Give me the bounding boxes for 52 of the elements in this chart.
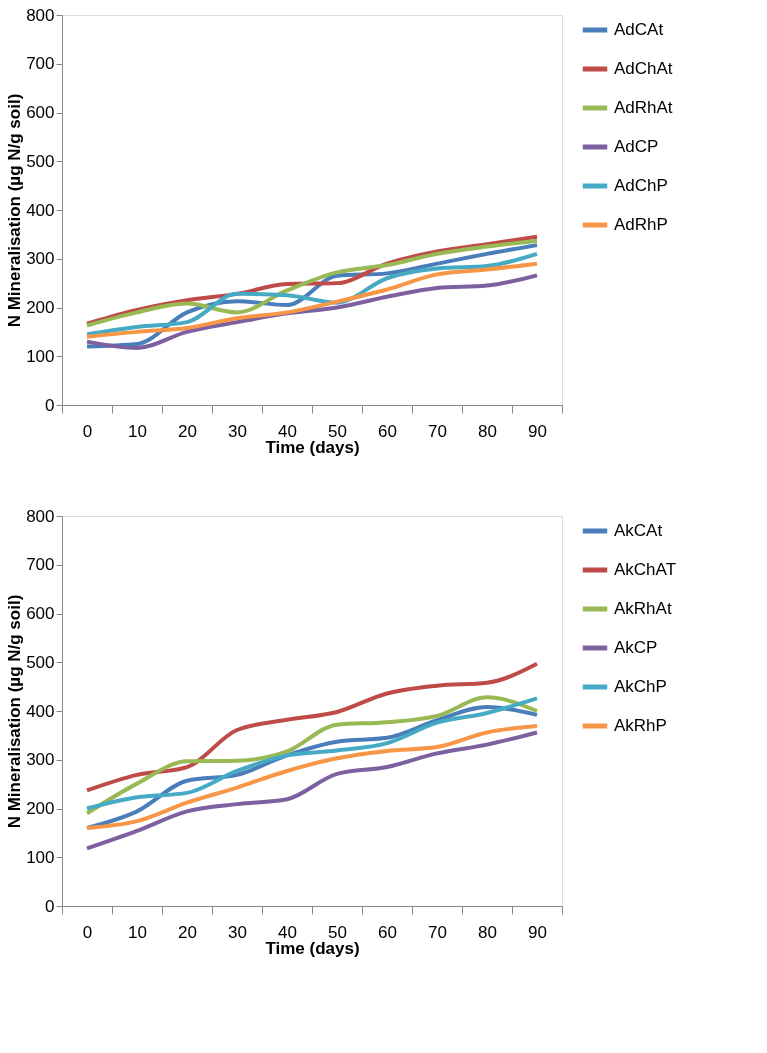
line-series [85,273,539,350]
y-tick-label: 700 [26,54,55,74]
y-tick-label: 100 [26,847,55,867]
x-tick-label: 20 [178,421,197,441]
y-tick-label: 800 [26,506,55,526]
x-tick-label: 80 [478,922,497,942]
legend-label: AdCP [614,137,659,156]
line-series [85,730,539,851]
x-tick-label: 0 [82,421,93,441]
line-series [85,661,539,793]
y-tick-label: 0 [45,896,55,916]
y-axis-title: N Mineralisation (µg N/g soil) [5,93,25,328]
y-tick-label: 700 [26,555,55,575]
y-tick-label: 0 [45,395,55,415]
legend-label: AkRhP [614,716,667,735]
x-tick-label: 10 [128,922,147,942]
x-tick-label: 90 [528,922,547,942]
legend-label: AdRhAt [614,98,673,117]
legend-label: AkRhAt [614,599,672,618]
legend-label: AkChP [614,677,667,696]
legend-label: AdCAt [614,20,664,39]
legend-label: AkChAT [614,560,677,579]
y-tick-label: 600 [26,604,55,623]
y-tick-label: 400 [26,701,55,721]
legend-label: AdChP [614,176,668,195]
x-tick-label: 90 [528,421,547,441]
legend-label: AkCP [614,638,658,657]
x-tick-label: 10 [128,421,147,441]
y-tick-label: 500 [26,151,55,171]
legend-label: AdRhP [614,215,668,234]
y-tick-label: 600 [26,103,55,122]
x-tick-label: 70 [428,421,447,441]
y-tick-label: 300 [26,750,55,770]
x-tick-label: 60 [378,421,397,441]
y-tick-label: 500 [26,652,55,672]
y-tick-label: 400 [26,200,55,220]
line-series [85,724,539,830]
legend-label: AdChAt [614,59,673,78]
y-tick-label: 300 [26,249,55,269]
y-tick-label: 100 [26,346,55,366]
legend-label: AkCAt [614,521,663,540]
x-tick-label: 70 [428,922,447,942]
x-tick-label: 20 [178,922,197,942]
x-tick-label: 60 [378,922,397,942]
y-tick-label: 200 [26,799,55,818]
y-axis-title: N Mineralisation (µg N/g soil) [5,594,25,829]
y-tick-label: 200 [26,298,55,317]
x-tick-label: 30 [228,421,247,441]
x-tick-label: 80 [478,421,497,441]
y-tick-label: 800 [26,5,55,25]
x-tick-label: 0 [82,922,93,942]
x-tick-label: 30 [228,922,247,942]
